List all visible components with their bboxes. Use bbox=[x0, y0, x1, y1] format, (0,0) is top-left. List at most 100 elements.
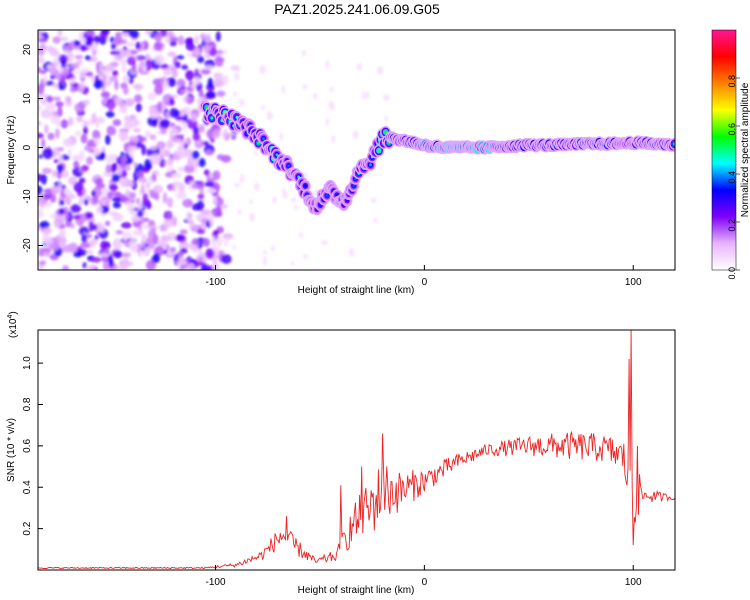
noise-blob bbox=[127, 145, 135, 153]
noise-blob bbox=[177, 166, 185, 172]
noise-blob bbox=[74, 102, 85, 113]
noise-blob bbox=[75, 130, 82, 137]
noise-blob bbox=[165, 36, 171, 44]
noise-blob bbox=[233, 91, 238, 97]
noise-blob bbox=[133, 94, 143, 103]
noise-blob bbox=[208, 213, 214, 220]
snr-ytick-label: 1.0 bbox=[22, 356, 33, 370]
noise-blob bbox=[60, 169, 69, 178]
noise-blob bbox=[53, 111, 58, 117]
noise-blob bbox=[217, 235, 223, 247]
noise-blob bbox=[52, 169, 58, 177]
noise-blob bbox=[168, 36, 179, 43]
noise-blob bbox=[321, 240, 328, 246]
noise-blob bbox=[217, 49, 224, 55]
noise-blob bbox=[80, 44, 87, 52]
noise-blob bbox=[62, 244, 73, 253]
noise-blob bbox=[239, 173, 245, 184]
noise-blob bbox=[102, 260, 109, 270]
noise-blob bbox=[236, 209, 242, 215]
noise-blob bbox=[133, 127, 141, 133]
noise-blob bbox=[214, 229, 220, 235]
noise-blob bbox=[169, 97, 175, 106]
snr-xtick-label: 0 bbox=[422, 577, 428, 588]
noise-blob bbox=[147, 229, 153, 241]
noise-blob bbox=[124, 115, 133, 123]
noise-blob bbox=[68, 176, 77, 186]
noise-blob bbox=[39, 94, 47, 105]
noise-blob bbox=[76, 115, 84, 123]
noise-blob bbox=[68, 78, 76, 84]
noise-blob bbox=[376, 66, 384, 75]
noise-blob bbox=[211, 207, 222, 218]
noise-blob bbox=[110, 50, 119, 55]
spectrogram-ytick-label: 10 bbox=[22, 93, 33, 105]
noise-blob bbox=[50, 74, 56, 80]
noise-blob bbox=[192, 132, 201, 142]
noise-blob bbox=[190, 113, 198, 122]
noise-blob bbox=[221, 49, 228, 55]
noise-blob bbox=[75, 60, 84, 65]
noise-blob bbox=[179, 86, 187, 91]
noise-blob bbox=[222, 75, 229, 86]
noise-blob bbox=[128, 238, 137, 248]
noise-blob bbox=[85, 265, 95, 270]
noise-blob bbox=[49, 242, 61, 251]
noise-blob bbox=[94, 178, 104, 185]
noise-blob bbox=[57, 182, 63, 193]
noise-blob bbox=[137, 202, 143, 210]
noise-blob bbox=[149, 134, 157, 141]
noise-blob bbox=[62, 265, 69, 270]
noise-blob bbox=[100, 240, 108, 251]
noise-blob bbox=[266, 111, 273, 121]
noise-blob bbox=[90, 256, 102, 263]
noise-blob bbox=[203, 43, 212, 53]
spectrogram-xtick-label: 100 bbox=[625, 277, 642, 288]
noise-blob bbox=[176, 55, 185, 60]
noise-blob bbox=[152, 78, 161, 86]
noise-blob bbox=[62, 67, 69, 77]
noise-blob bbox=[232, 243, 236, 251]
noise-blob bbox=[152, 233, 159, 245]
snr-ylabel: SNR (10 * v/v) bbox=[6, 418, 17, 482]
noise-blob bbox=[38, 104, 42, 112]
noise-blob bbox=[73, 40, 81, 47]
noise-blob bbox=[129, 30, 139, 39]
noise-blob bbox=[260, 105, 266, 111]
noise-blob bbox=[38, 185, 43, 196]
noise-blob bbox=[212, 255, 218, 266]
noise-blob bbox=[221, 254, 232, 264]
noise-blob bbox=[215, 75, 224, 81]
noise-blob bbox=[83, 126, 88, 135]
noise-blob bbox=[55, 116, 61, 128]
noise-blob bbox=[66, 52, 74, 64]
noise-blob bbox=[72, 214, 83, 220]
noise-blob bbox=[205, 248, 215, 259]
snr-plot-area bbox=[38, 330, 675, 570]
noise-blob bbox=[124, 98, 135, 107]
noise-blob bbox=[194, 34, 199, 45]
snr-ytick-label: 0.6 bbox=[22, 438, 33, 452]
noise-blob bbox=[175, 115, 184, 121]
noise-blob bbox=[145, 30, 153, 35]
noise-blob bbox=[162, 79, 169, 90]
ridge-blob bbox=[325, 194, 329, 198]
noise-blob bbox=[210, 138, 215, 143]
noise-blob bbox=[154, 84, 164, 95]
noise-blob bbox=[60, 119, 69, 129]
noise-blob bbox=[70, 223, 75, 229]
noise-blob bbox=[69, 86, 77, 93]
noise-blob bbox=[176, 191, 187, 200]
colorbar: 0.0 0.2 0.4 0.6 0.8 Normalized spectral ampl… bbox=[711, 29, 750, 280]
noise-blob bbox=[99, 252, 109, 258]
noise-blob bbox=[73, 251, 82, 258]
noise-blob bbox=[121, 169, 128, 179]
ridge-blob bbox=[384, 130, 387, 134]
noise-blob bbox=[78, 31, 84, 41]
noise-blob bbox=[198, 252, 206, 258]
noise-blob bbox=[199, 124, 205, 133]
noise-blob bbox=[71, 154, 83, 161]
noise-blob bbox=[136, 210, 144, 218]
noise-blob bbox=[302, 84, 308, 90]
noise-blob bbox=[182, 198, 194, 208]
